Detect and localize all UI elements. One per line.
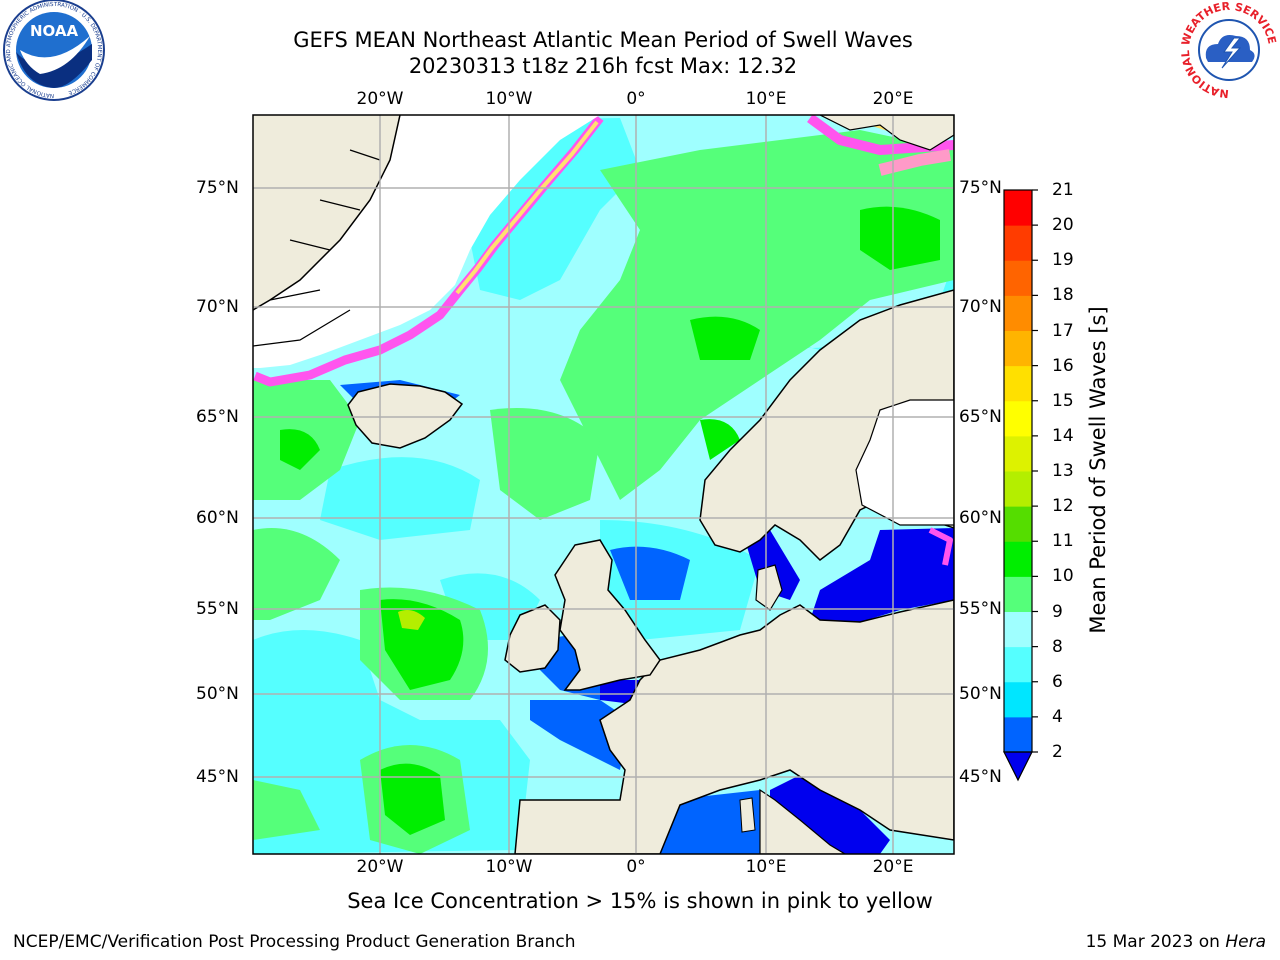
- italy: [759, 788, 847, 854]
- map-frame: [252, 114, 955, 855]
- colorbar-bin: [1004, 295, 1032, 331]
- lat-tick-left: 70°N: [196, 297, 239, 317]
- lat-tick-left: 55°N: [196, 599, 239, 619]
- colorbar-bin: [1004, 260, 1032, 296]
- lon-tick-top: 20°W: [356, 89, 404, 109]
- colorbar-tick-label: 10: [1052, 566, 1074, 587]
- lon-tick-top: 10°W: [485, 89, 533, 109]
- footer-date: 15 Mar 2023 on Hera: [1085, 932, 1266, 952]
- graticule: [253, 115, 954, 854]
- colorbar-tick-label: 16: [1052, 355, 1074, 376]
- denmark: [755, 564, 783, 611]
- lat-tick-left: 75°N: [196, 178, 239, 198]
- colorbar-bin: [1004, 611, 1032, 648]
- lat-tick-right: 65°N: [959, 407, 1002, 427]
- colorbar-bin: [1004, 471, 1032, 507]
- iceland: [347, 383, 464, 449]
- colorbar-tick-label: 12: [1052, 496, 1074, 517]
- noaa-logo-text: NOAA: [30, 22, 79, 40]
- colorbar-tick-label: 19: [1052, 250, 1074, 271]
- map-title: GEFS MEAN Northeast Atlantic Mean Period…: [293, 28, 913, 52]
- colorbar-bin: [1004, 506, 1032, 542]
- lat-tick-left: 60°N: [196, 508, 239, 528]
- lat-tick-right: 60°N: [959, 508, 1002, 528]
- lon-tick-bottom: 20°E: [872, 857, 914, 877]
- colorbar-tick-label: 21: [1052, 180, 1074, 200]
- continental-europe: [514, 599, 954, 854]
- lon-tick-bottom: 20°W: [356, 857, 404, 877]
- colorbar-tick-label: 13: [1052, 461, 1074, 481]
- corsica-sardinia: [739, 797, 756, 833]
- lon-tick-top: 20°E: [872, 89, 914, 109]
- colorbar-tick-label: 4: [1052, 706, 1063, 727]
- colorbar-tick-label: 17: [1052, 320, 1074, 341]
- lon-tick-top: 0°: [626, 89, 646, 109]
- noaa-logo: NOAA NATIONAL OCEANIC AND ATMOSPHERIC AD…: [3, 0, 105, 101]
- lon-tick-bottom: 10°W: [485, 857, 533, 877]
- map-field: [253, 115, 954, 854]
- colorbar-bin: [1004, 190, 1032, 226]
- nws-logo: NATIONAL WEATHER SERVICE: [1179, 0, 1279, 100]
- lon-tick-top: 10°E: [745, 89, 787, 109]
- footer-machine: Hera: [1225, 932, 1266, 952]
- colorbar-bin: [1004, 541, 1032, 577]
- colorbar-bin: [1004, 646, 1032, 683]
- colorbar-tick-label: 14: [1052, 425, 1074, 446]
- sea-ice-caption: Sea Ice Concentration > 15% is shown in …: [347, 889, 933, 913]
- colorbar-bin: [1004, 400, 1032, 437]
- great-britain: [554, 539, 661, 691]
- lon-tick-bottom: 10°E: [745, 857, 787, 877]
- lat-tick-right: 45°N: [959, 767, 1002, 787]
- colorbar-bin: [1004, 576, 1032, 612]
- colorbar-bin: [1004, 225, 1032, 261]
- colorbar-bin: [1004, 435, 1032, 472]
- lat-tick-left: 50°N: [196, 684, 239, 704]
- colorbar-tick-label: 18: [1052, 285, 1074, 306]
- lon-tick-bottom: 0°: [626, 857, 646, 877]
- colorbar-tick-label: 9: [1052, 601, 1063, 622]
- colorbar-bin: [1004, 716, 1032, 753]
- lat-tick-left: 65°N: [196, 407, 239, 427]
- colorbar-tick-label: 8: [1052, 636, 1063, 657]
- svalbard: [819, 115, 954, 151]
- colorbar-tick-label: 11: [1052, 531, 1074, 552]
- lat-tick-right: 75°N: [959, 178, 1002, 198]
- map-subtitle: 20230313 t18z 216h fcst Max: 12.32: [408, 54, 798, 78]
- colorbar-extend-arrow: [1003, 751, 1033, 782]
- colorbar-bin: [1004, 330, 1032, 367]
- swell-12-13s-areas: [398, 610, 425, 630]
- colorbar-tick-label: 2: [1052, 742, 1063, 762]
- colorbar-bin: [1004, 681, 1032, 718]
- greenland-land: [253, 115, 400, 310]
- colorbar-tick-label: 6: [1052, 671, 1063, 692]
- lat-tick-right: 70°N: [959, 297, 1002, 317]
- lat-tick-left: 45°N: [196, 767, 239, 787]
- colorbar-tick-label: 20: [1052, 215, 1074, 236]
- colorbar-bin: [1004, 365, 1032, 402]
- lat-tick-right: 50°N: [959, 684, 1002, 704]
- colorbar-tick-label: 15: [1052, 390, 1074, 411]
- footer-credit: NCEP/EMC/Verification Post Processing Pr…: [13, 932, 576, 952]
- lat-tick-right: 55°N: [959, 599, 1002, 619]
